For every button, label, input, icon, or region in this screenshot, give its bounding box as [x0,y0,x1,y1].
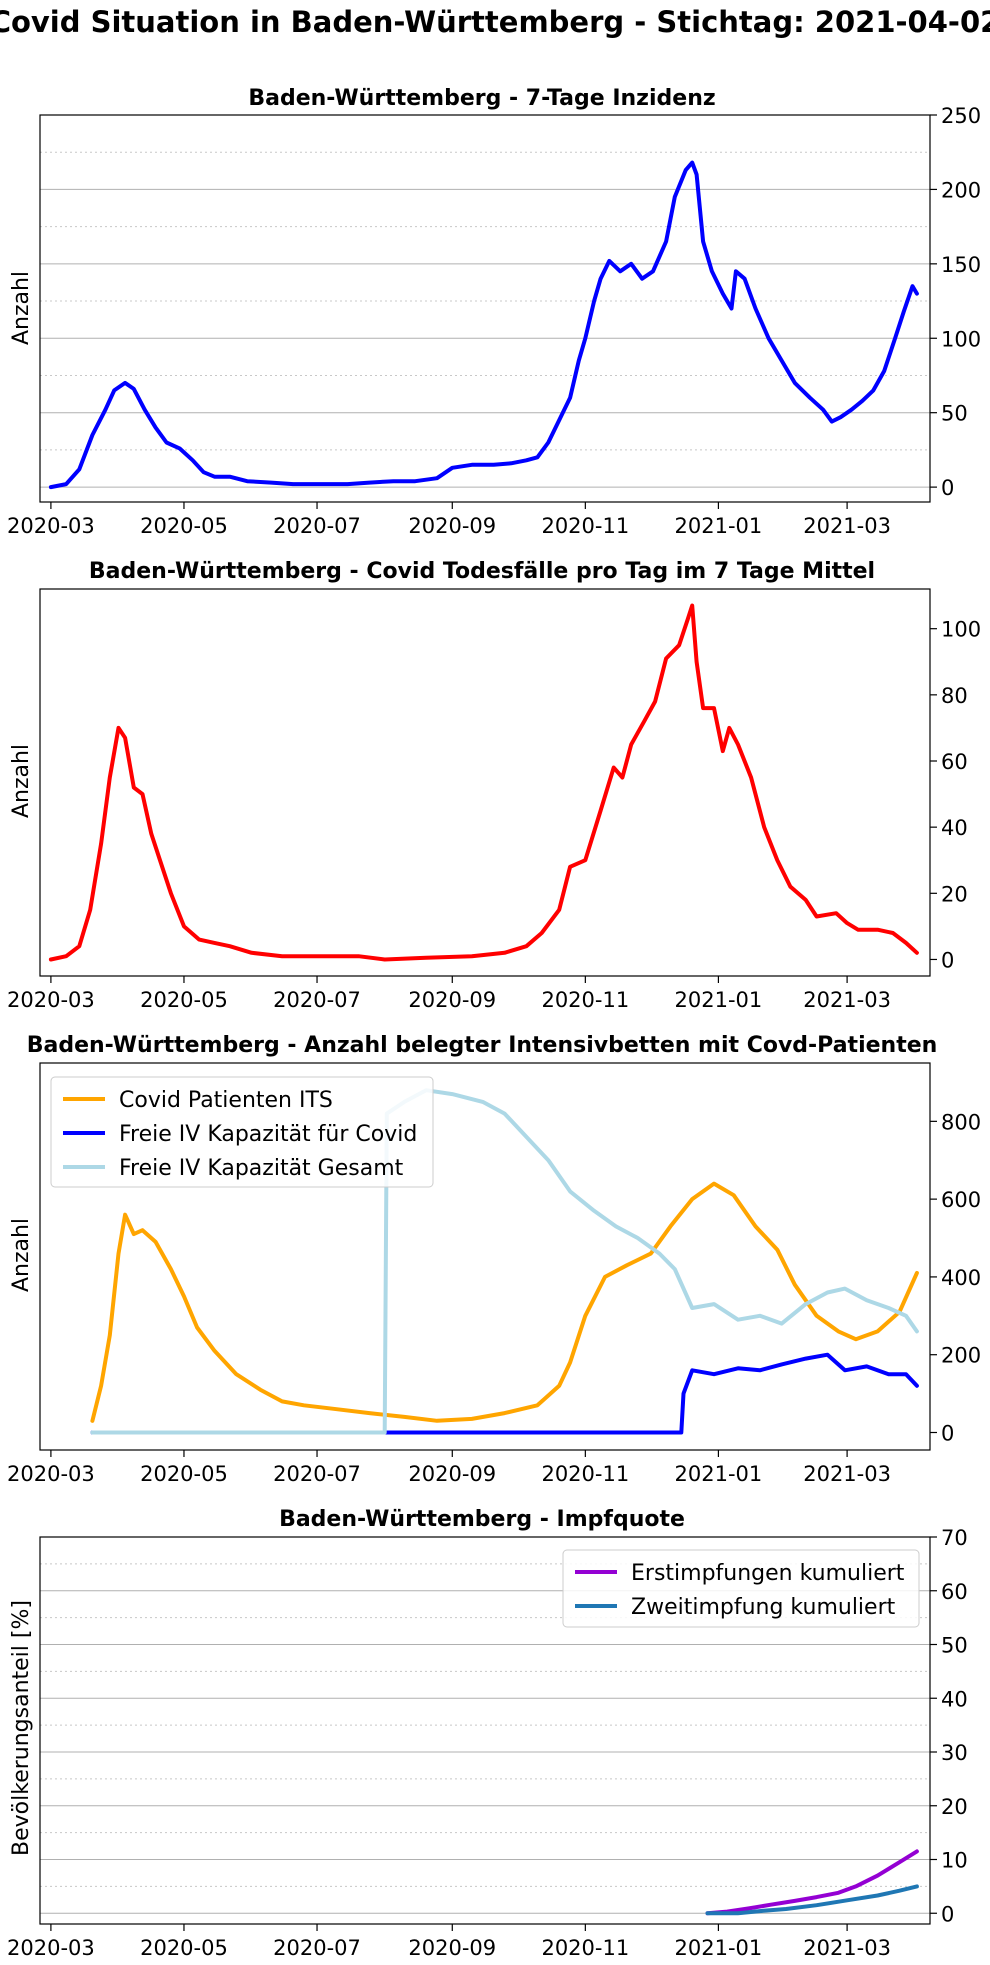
y-tick-label: 50 [941,402,968,426]
panel-vaccination-ylabel: Bevölkerungsanteil [%] [9,1600,34,1856]
x-tick-label: 2020-07 [273,514,361,538]
series-line-0 [48,603,919,962]
plot-frame [39,1062,931,1451]
y-tick-label: 200 [941,178,981,202]
legend-frame [562,1549,920,1628]
panel-deaths-plot: 2020-03 2020-05 2020-07 2020-09 2020-11 2021-… [7,588,981,1012]
plot-frame [39,114,931,503]
panel-vaccination-title: Baden-Württemberg - Impfquote [279,1507,685,1532]
y-tick-label: 600 [941,1188,981,1212]
chart-legend: Covid Patienten ITS Freie IV Kapazität fü… [50,1076,434,1188]
y-tick-label: 70 [941,1526,968,1550]
y-tick-label: 0 [941,948,954,972]
series-line-1 [90,1352,919,1435]
series-line-2 [90,1088,919,1435]
legend-label: Covid Patienten ITS [119,1088,333,1113]
y-tick-label: 10 [941,1849,968,1873]
y-tick-label: 0 [941,1902,954,1926]
x-tick-label: 2020-09 [408,1936,496,1960]
series-line-0 [48,160,919,490]
x-tick-label: 2021-01 [675,988,763,1012]
x-tick-label: 2021-01 [675,1462,763,1486]
y-tick-label: 200 [941,1344,981,1368]
legend-label: Freie IV Kapazität für Covid [119,1122,417,1147]
series-line-1 [705,1884,919,1916]
y-tick-label: 60 [941,750,968,774]
x-tick-label: 2021-03 [803,988,891,1012]
x-tick-label: 2020-09 [408,1462,496,1486]
x-tick-label: 2020-03 [7,1936,95,1960]
legend-label: Freie IV Kapazität Gesamt [119,1156,404,1181]
figure-title: Covid Situation in Baden-Württemberg - S… [0,5,990,39]
panel-icu-title: Baden-Württemberg - Anzahl belegter Inte… [27,1033,938,1058]
x-tick-label: 2020-07 [273,988,361,1012]
panel-vaccination: Baden-Württemberg - Impfquote Bevölkerun… [7,1507,968,1960]
panel-incidence-ylabel: Anzahl [9,271,34,345]
y-tick-label: 20 [941,882,968,906]
panel-incidence-plot: 2020-03 2020-05 2020-07 2020-09 2020-11 2021-… [7,104,981,538]
y-tick-label: 40 [941,816,968,840]
y-tick-label: 400 [941,1266,981,1290]
legend-frame [50,1076,434,1188]
panel-deaths: Baden-Württemberg - Covid Todesfälle pro… [7,559,981,1012]
x-tick-label: 2021-01 [675,1936,763,1960]
y-tick-label: 40 [941,1687,968,1711]
y-tick-label: 800 [941,1110,981,1134]
x-tick-label: 2020-03 [7,988,95,1012]
x-tick-label: 2020-11 [541,514,629,538]
x-tick-label: 2020-05 [140,1936,228,1960]
y-tick-label: 50 [941,1634,968,1658]
y-tick-label: 60 [941,1580,968,1604]
y-tick-label: 100 [941,618,981,642]
panel-deaths-ylabel: Anzahl [9,744,34,818]
x-tick-label: 2020-09 [408,988,496,1012]
x-tick-label: 2020-07 [273,1462,361,1486]
x-tick-label: 2020-11 [541,1462,629,1486]
x-tick-label: 2020-11 [541,1936,629,1960]
plot-frame [39,1536,931,1925]
x-tick-label: 2020-03 [7,514,95,538]
x-tick-label: 2020-09 [408,514,496,538]
x-tick-label: 2021-03 [803,1936,891,1960]
y-tick-label: 0 [941,1421,954,1445]
series-line-0 [705,1849,919,1916]
x-tick-label: 2021-03 [803,1462,891,1486]
y-tick-label: 80 [941,684,968,708]
x-tick-label: 2021-03 [803,514,891,538]
panel-icu-plot: 2020-03 2020-05 2020-07 2020-09 2020-11 2021-… [7,1062,981,1486]
x-tick-label: 2020-05 [140,514,228,538]
legend-label: Erstimpfungen kumuliert [631,1561,905,1586]
y-tick-label: 100 [941,327,981,351]
panel-vaccination-plot: 2020-03 2020-05 2020-07 2020-09 2020-11 2021-… [7,1526,968,1960]
panel-deaths-title: Baden-Württemberg - Covid Todesfälle pro… [89,559,875,584]
panel-incidence-title: Baden-Württemberg - 7-Tage Inzidenz [248,86,715,111]
y-tick-label: 250 [941,104,981,128]
y-tick-label: 30 [941,1741,968,1765]
plot-frame [39,588,931,977]
panel-icu-ylabel: Anzahl [9,1218,34,1292]
x-tick-label: 2020-05 [140,988,228,1012]
x-tick-label: 2021-01 [675,514,763,538]
x-tick-label: 2020-03 [7,1462,95,1486]
y-tick-label: 0 [941,476,954,500]
chart-legend: Erstimpfungen kumuliert Zweitimpfung kumu… [562,1549,920,1628]
series-line-0 [90,1181,919,1423]
legend-label: Zweitimpfung kumuliert [631,1595,896,1620]
x-tick-label: 2020-11 [541,988,629,1012]
panel-incidence: Baden-Württemberg - 7-Tage Inzidenz Anza… [7,86,981,538]
panel-icu: Baden-Württemberg - Anzahl belegter Inte… [7,1033,981,1486]
y-tick-label: 150 [941,253,981,277]
x-tick-label: 2020-05 [140,1462,228,1486]
x-tick-label: 2020-07 [273,1936,361,1960]
y-tick-label: 20 [941,1795,968,1819]
